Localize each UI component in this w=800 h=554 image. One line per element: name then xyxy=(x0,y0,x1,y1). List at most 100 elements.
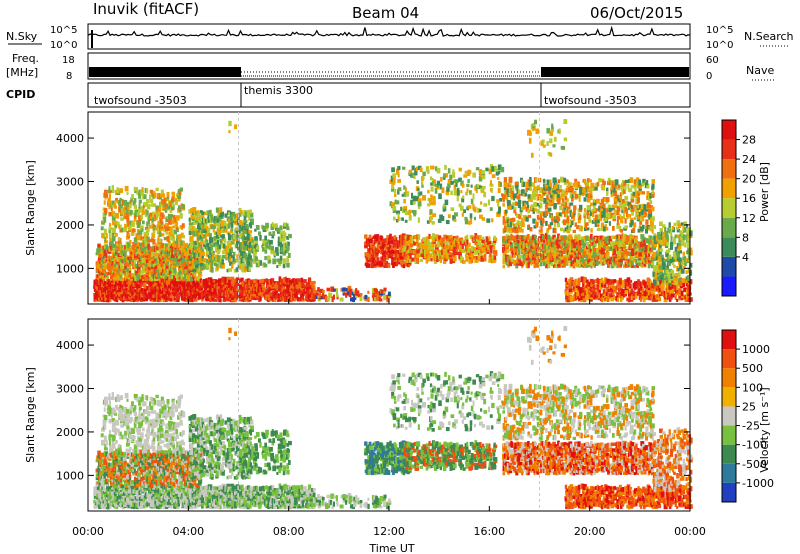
power-echo xyxy=(531,249,536,255)
power-echo xyxy=(417,165,422,171)
power-echo xyxy=(531,240,535,246)
power-echo xyxy=(248,222,252,227)
power-echo xyxy=(551,248,555,253)
power-echo xyxy=(136,273,141,277)
power-echo xyxy=(216,283,220,287)
power-echo xyxy=(197,222,201,228)
power-echo xyxy=(261,244,264,249)
power-echo xyxy=(441,187,445,193)
power-echo xyxy=(547,234,551,240)
power-echo xyxy=(393,189,397,193)
power-echo xyxy=(556,217,561,222)
power-echo xyxy=(110,269,113,274)
power-echo xyxy=(143,290,147,295)
power-echo xyxy=(568,182,572,187)
power-echo xyxy=(538,212,543,219)
power-echo xyxy=(185,248,190,252)
power-echo xyxy=(452,256,457,262)
power-echo xyxy=(436,168,441,174)
power-echo xyxy=(173,286,176,291)
power-echo xyxy=(583,262,586,267)
power-echo xyxy=(254,293,257,298)
power-echo xyxy=(146,228,150,233)
power-echo xyxy=(470,198,474,205)
power-echo xyxy=(186,286,189,291)
power-echo xyxy=(178,238,182,243)
power-echo xyxy=(629,260,632,266)
power-echo xyxy=(198,267,201,273)
power-echo xyxy=(174,229,177,235)
power-echo xyxy=(575,262,579,266)
power-echo xyxy=(113,202,117,207)
power-echo xyxy=(232,211,236,217)
power-echo xyxy=(163,263,168,269)
power-echo xyxy=(160,276,164,282)
power-echo xyxy=(218,244,222,250)
power-echo xyxy=(199,255,203,260)
power-echo xyxy=(152,230,156,235)
power-echo xyxy=(329,292,333,299)
power-echo xyxy=(243,246,248,251)
power-echo xyxy=(130,197,133,202)
power-echo xyxy=(197,213,201,217)
power-echo xyxy=(315,292,320,296)
power-echo xyxy=(242,296,245,300)
power-echo xyxy=(166,226,171,231)
power-echo xyxy=(466,255,470,260)
power-echo xyxy=(395,241,399,246)
power-echo xyxy=(513,206,517,210)
power-echo xyxy=(398,244,402,249)
power-echo xyxy=(536,257,541,263)
power-echo xyxy=(99,262,103,268)
power-echo xyxy=(238,212,242,217)
power-echo xyxy=(192,258,195,263)
power-echo xyxy=(227,257,231,263)
power-echo xyxy=(190,266,194,271)
power-echo xyxy=(522,245,525,250)
power-echo xyxy=(536,208,540,214)
power-echo xyxy=(182,284,186,289)
power-echo xyxy=(401,237,404,242)
power-echo xyxy=(111,244,114,249)
power-echo xyxy=(135,263,138,268)
power-echo xyxy=(419,191,423,196)
power-echo xyxy=(166,268,170,274)
power-echo xyxy=(614,260,618,265)
power-echo xyxy=(569,185,573,191)
power-echo xyxy=(533,195,536,201)
power-echo xyxy=(317,287,320,292)
power-echo xyxy=(138,230,143,235)
power-echo xyxy=(284,283,288,287)
power-echo xyxy=(424,239,427,246)
power-echo xyxy=(127,242,131,247)
power-echo xyxy=(420,241,424,248)
power-echo xyxy=(179,269,183,275)
power-echo xyxy=(459,205,464,211)
power-echo xyxy=(474,258,479,263)
power-echo xyxy=(188,275,192,282)
power-echo xyxy=(640,242,643,248)
power-echo xyxy=(506,188,510,194)
power-echo xyxy=(175,215,180,221)
power-echo xyxy=(395,200,400,205)
power-echo xyxy=(590,265,593,269)
power-echo xyxy=(209,211,212,216)
power-echo xyxy=(296,296,299,301)
power-echo xyxy=(409,254,412,260)
power-echo xyxy=(129,200,132,207)
power-echo xyxy=(628,251,633,257)
power-echo xyxy=(402,264,406,269)
power-echo xyxy=(561,259,565,264)
power-echo xyxy=(269,283,273,287)
power-echo xyxy=(540,230,543,234)
power-echo xyxy=(403,206,408,210)
power-echo xyxy=(397,179,401,183)
power-echo xyxy=(149,290,153,294)
power-echo xyxy=(553,258,558,263)
power-echo xyxy=(632,242,635,249)
power-echo xyxy=(160,212,164,217)
power-echo xyxy=(397,173,400,178)
power-echo xyxy=(271,278,275,283)
power-echo xyxy=(251,240,255,246)
power-echo xyxy=(479,214,483,219)
